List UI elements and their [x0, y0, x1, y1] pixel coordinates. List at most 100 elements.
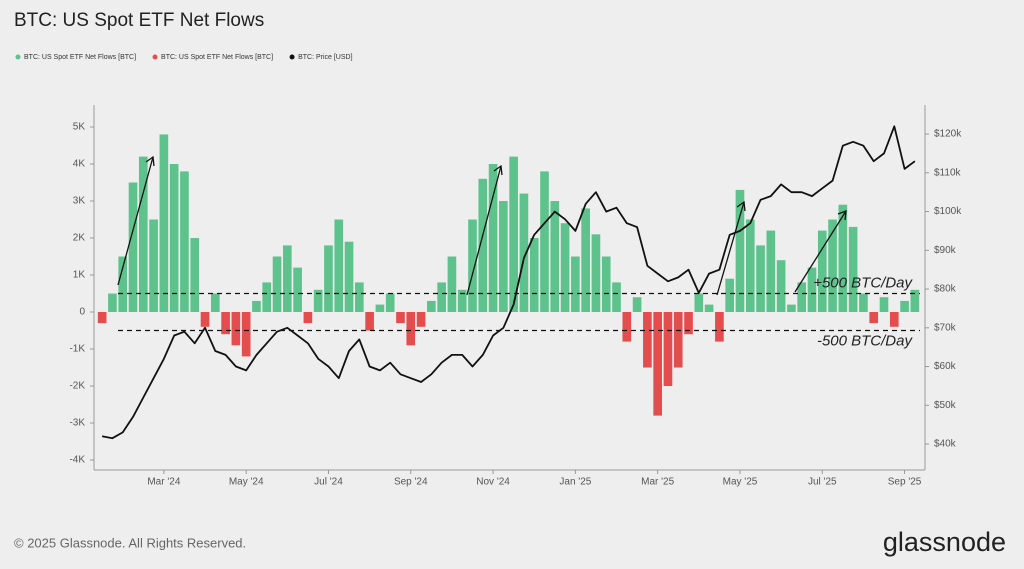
- y2-tick-label: $120k: [934, 129, 962, 140]
- flow-bar: [396, 312, 405, 324]
- flow-bar: [859, 293, 868, 313]
- x-tick-label: May '24: [229, 477, 264, 488]
- flow-bar: [663, 312, 673, 387]
- trend-arrows: [117, 155, 847, 296]
- y2-tick-label: $110k: [934, 167, 962, 178]
- legend-marker: [15, 54, 21, 60]
- flow-bar: [241, 312, 251, 357]
- y-tick-label: -1K: [69, 344, 85, 355]
- flow-bar: [190, 238, 200, 313]
- flow-bar: [97, 312, 107, 324]
- flow-bar: [776, 260, 786, 313]
- flow-bar: [910, 289, 920, 313]
- price-line: [101, 125, 916, 440]
- flow-bar: [499, 201, 508, 313]
- flow-bar: [447, 256, 457, 313]
- x-tick-label: Jul '24: [314, 477, 343, 488]
- flow-bar: [571, 256, 580, 313]
- flow-bar: [787, 304, 796, 313]
- legend: BTC: US Spot ETF Net Flows [BTC] BTC: US …: [15, 54, 353, 61]
- flow-bar: [632, 297, 642, 313]
- y2-tick-label: $40k: [934, 439, 957, 450]
- flow-bar: [900, 300, 909, 313]
- flow-bar: [457, 289, 467, 313]
- flow-bar: [272, 256, 282, 313]
- arrow-head: [736, 200, 746, 212]
- flow-bar: [355, 282, 364, 313]
- x-tick-label: Jan '25: [559, 477, 591, 488]
- flow-bar: [282, 245, 292, 313]
- arrow-head: [145, 155, 155, 167]
- x-tick-label: Sep '25: [888, 477, 922, 488]
- flow-bar: [427, 300, 436, 313]
- legend-label: BTC: US Spot ETF Net Flows [BTC]: [161, 54, 273, 61]
- x-tick-label: Mar '25: [641, 477, 674, 488]
- y-tick-label: -3K: [69, 418, 85, 429]
- x-tick-label: Sep '24: [394, 477, 428, 488]
- flow-bar: [715, 312, 724, 342]
- flow-bar: [550, 201, 560, 313]
- flow-bar: [828, 219, 837, 313]
- flow-bar: [509, 156, 518, 313]
- threshold-label: +500 BTC/Day: [813, 274, 913, 291]
- flow-bar: [735, 189, 745, 313]
- flow-bar: [149, 219, 158, 313]
- flow-bar: [488, 164, 498, 313]
- legend-marker: [152, 54, 158, 60]
- flow-bar: [293, 267, 302, 313]
- flow-bar: [210, 293, 220, 313]
- flow-bar: [643, 312, 652, 368]
- flow-bar: [478, 178, 488, 313]
- flow-bar: [118, 256, 128, 313]
- flow-bar: [365, 312, 374, 331]
- flow-bar: [869, 312, 879, 324]
- flow-bar: [437, 282, 446, 313]
- flow-bar: [704, 304, 714, 313]
- y-tick-label: 3K: [73, 196, 86, 207]
- y2-tick-label: $90k: [934, 245, 957, 256]
- flow-bar: [303, 312, 313, 324]
- flow-bar: [324, 245, 333, 313]
- flow-bar: [745, 219, 755, 313]
- flow-bar: [169, 164, 179, 313]
- flow-bar: [108, 293, 117, 313]
- flow-bar: [385, 293, 395, 313]
- flow-bar: [159, 134, 169, 313]
- flow-bar: [406, 312, 416, 346]
- flow-bar: [725, 278, 735, 313]
- flow-bar: [180, 171, 189, 313]
- y-tick-label: 5K: [73, 122, 86, 133]
- y-tick-label: 4K: [73, 159, 86, 170]
- flow-bar: [653, 312, 662, 416]
- flow-bar: [128, 182, 138, 313]
- flow-bar: [313, 289, 323, 313]
- threshold-label: -500 BTC/Day: [817, 332, 914, 349]
- flow-bar: [540, 171, 549, 313]
- legend-marker: [289, 54, 295, 60]
- flow-bar: [838, 204, 848, 313]
- chart-title: BTC: US Spot ETF Net Flows: [14, 10, 264, 31]
- flow-bar: [262, 282, 272, 313]
- flow-bar: [694, 293, 704, 313]
- flow-bar: [756, 245, 765, 313]
- arrow: [716, 201, 745, 296]
- legend-label: BTC: Price [USD]: [298, 54, 353, 61]
- flow-bar: [200, 312, 210, 327]
- flow-bar: [591, 234, 601, 313]
- y-tick-label: -2K: [69, 381, 85, 392]
- flow-bar: [560, 223, 570, 313]
- arrow-head: [493, 164, 503, 176]
- brand-logo: glassnode: [883, 527, 1006, 557]
- flow-bar: [468, 219, 477, 313]
- y2-tick-label: $60k: [934, 361, 957, 372]
- flow-bar: [231, 312, 241, 346]
- x-tick-label: Nov '24: [476, 477, 510, 488]
- flow-bar: [601, 256, 611, 313]
- flow-bar: [221, 312, 230, 335]
- arrow: [794, 210, 847, 293]
- flow-bar: [848, 226, 858, 313]
- flow-bar: [529, 238, 539, 313]
- flow-bar: [375, 304, 385, 313]
- flow-bar: [612, 282, 621, 313]
